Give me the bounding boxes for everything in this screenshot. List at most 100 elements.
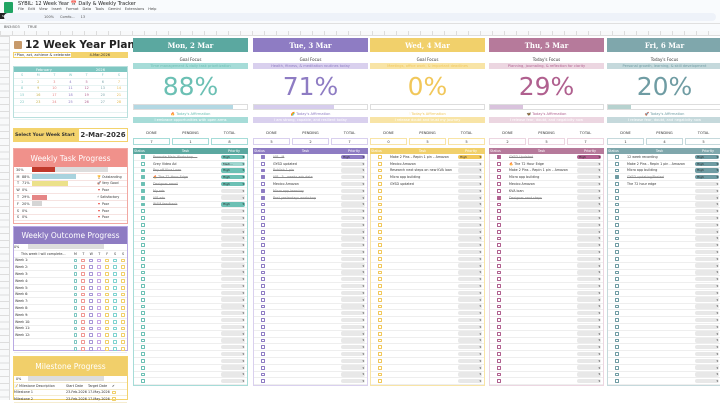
task-checkbox[interactable] — [378, 216, 382, 220]
checkbox[interactable] — [73, 333, 78, 338]
menu-format[interactable]: Format — [65, 7, 79, 11]
priority-dropdown[interactable]: ▾ — [458, 168, 482, 173]
week-start-input[interactable]: 2-Mar-2026 — [78, 128, 128, 142]
calendar-month[interactable]: February — [35, 67, 52, 72]
checkbox[interactable] — [105, 326, 110, 331]
checkbox[interactable] — [97, 319, 102, 324]
task-checkbox[interactable] — [378, 256, 382, 261]
task-checkbox[interactable] — [497, 365, 501, 370]
checkbox[interactable] — [113, 333, 117, 338]
priority-dropdown[interactable]: High ▾ — [695, 154, 719, 160]
checkbox[interactable] — [105, 258, 110, 263]
task-checkbox[interactable] — [615, 372, 619, 377]
priority-dropdown[interactable]: ▾ — [577, 379, 601, 384]
checkbox[interactable] — [113, 292, 117, 297]
priority-dropdown[interactable]: ▾ — [577, 365, 601, 370]
task-checkbox[interactable] — [141, 168, 145, 173]
task-checkbox[interactable] — [141, 161, 145, 166]
task-checkbox[interactable] — [615, 284, 619, 288]
priority-dropdown[interactable]: ▾ — [221, 379, 245, 384]
task-checkbox[interactable] — [497, 229, 501, 234]
task-checkbox[interactable] — [497, 243, 501, 248]
task-text[interactable]: The 72 hour edge — [627, 182, 657, 187]
checkbox[interactable] — [73, 258, 78, 263]
task-checkbox[interactable] — [497, 161, 501, 166]
checkbox[interactable] — [121, 312, 125, 317]
calendar-day[interactable]: 28 — [116, 100, 122, 105]
task-checkbox[interactable] — [261, 175, 265, 180]
task-text[interactable]: GYSD Updated — [509, 154, 534, 159]
calendar-day[interactable]: 16 — [36, 93, 41, 98]
sheets-logo-icon[interactable] — [4, 2, 13, 13]
calendar-day[interactable]: 25 — [68, 100, 73, 105]
priority-dropdown[interactable]: ▾ — [458, 256, 482, 262]
priority-dropdown[interactable]: ▾ — [695, 331, 719, 336]
priority-dropdown[interactable]: ▾ — [221, 236, 245, 241]
task-checkbox[interactable] — [261, 352, 265, 356]
task-checkbox[interactable] — [378, 222, 382, 227]
priority-dropdown[interactable]: ▾ — [695, 324, 719, 330]
checkbox[interactable] — [81, 346, 86, 351]
priority-dropdown[interactable]: ▾ — [458, 195, 482, 200]
task-text[interactable]: Micro app building — [390, 175, 421, 180]
priority-dropdown[interactable]: ▾ — [341, 277, 365, 282]
checkbox[interactable] — [97, 346, 102, 351]
task-checkbox[interactable] — [615, 195, 619, 200]
priority-dropdown[interactable]: ▾ — [577, 263, 601, 268]
checkbox[interactable] — [81, 285, 86, 290]
task-checkbox[interactable] — [615, 209, 619, 214]
priority-dropdown[interactable]: ▾ — [458, 317, 482, 323]
task-checkbox[interactable] — [378, 229, 382, 234]
priority-dropdown[interactable]: ▾ — [341, 365, 365, 370]
task-checkbox[interactable] — [615, 318, 619, 322]
task-checkbox[interactable] — [261, 338, 265, 343]
checkbox[interactable] — [73, 306, 78, 310]
checkbox[interactable] — [105, 306, 110, 310]
priority-dropdown[interactable]: ▾ — [341, 188, 365, 194]
priority-dropdown[interactable]: ▾ — [577, 338, 601, 343]
task-text[interactable]: 🔥 The 72 Hour Edge — [509, 161, 544, 166]
task-checkbox[interactable] — [615, 331, 619, 336]
task-checkbox[interactable] — [141, 277, 145, 282]
checkbox[interactable] — [89, 285, 94, 290]
priority-dropdown[interactable]: ▾ — [695, 249, 719, 255]
priority-dropdown[interactable]: ▾ — [695, 229, 719, 234]
checkbox[interactable] — [81, 258, 86, 263]
priority-dropdown[interactable]: ▾ — [577, 229, 601, 234]
task-checkbox[interactable] — [497, 379, 501, 384]
priority-dropdown[interactable]: ▾ — [458, 372, 482, 377]
affirmation-text[interactable]: I am strong, capable, and resilient toda… — [253, 117, 368, 123]
priority-dropdown[interactable]: ▾ — [577, 351, 601, 357]
priority-dropdown[interactable]: ▾ — [458, 331, 482, 336]
calendar-day[interactable]: 19 — [84, 93, 89, 98]
priority-dropdown[interactable]: High ▾ — [458, 154, 482, 160]
task-checkbox[interactable] — [261, 195, 265, 200]
priority-dropdown[interactable]: ▾ — [221, 270, 245, 275]
priority-dropdown[interactable]: ▾ — [695, 195, 719, 200]
checkbox[interactable] — [89, 299, 94, 304]
priority-dropdown[interactable]: ▾ — [221, 324, 245, 330]
priority-dropdown[interactable]: ▾ — [221, 338, 245, 343]
focus-text[interactable]: Planning, journaling, & reflection for c… — [489, 63, 604, 69]
checkbox[interactable] — [81, 292, 86, 297]
task-checkbox[interactable] — [497, 168, 501, 173]
checkbox[interactable] — [89, 292, 94, 297]
task-checkbox[interactable] — [261, 222, 265, 227]
task-checkbox[interactable] — [615, 379, 619, 384]
task-checkbox[interactable] — [497, 270, 501, 275]
checkbox[interactable] — [105, 312, 110, 317]
checkbox[interactable] — [89, 258, 94, 263]
task-checkbox[interactable] — [141, 236, 145, 241]
milestone-cell[interactable]: Milestone 2 — [14, 397, 33, 402]
priority-dropdown[interactable]: ▾ — [221, 215, 245, 221]
priority-dropdown[interactable]: ▾ — [577, 188, 601, 194]
priority-dropdown[interactable]: ▾ — [341, 243, 365, 248]
priority-dropdown[interactable]: ▾ — [577, 195, 601, 200]
priority-dropdown[interactable]: ▾ — [221, 188, 245, 194]
milestone-cell[interactable]: 17-May-2026 — [88, 397, 110, 402]
priority-dropdown[interactable]: ▾ — [695, 222, 719, 228]
priority-dropdown[interactable]: ▾ — [577, 311, 601, 316]
priority-dropdown[interactable]: ▾ — [577, 324, 601, 330]
priority-dropdown[interactable]: High ▾ — [577, 154, 601, 160]
priority-dropdown[interactable]: ▾ — [458, 290, 482, 296]
